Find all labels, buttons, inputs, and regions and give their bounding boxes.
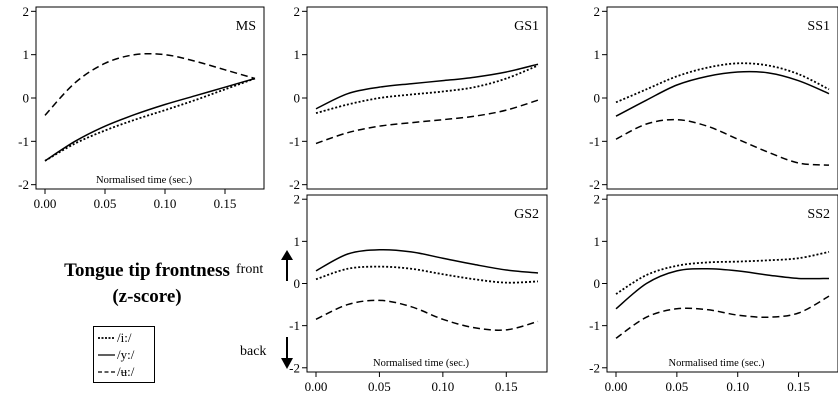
front-label: front bbox=[236, 262, 264, 277]
plot-frame bbox=[306, 6, 548, 190]
back-label: back bbox=[240, 344, 267, 359]
panel-label: SS2 bbox=[807, 207, 830, 222]
y-tick-label: 0 bbox=[294, 91, 301, 106]
legend-item-y: /y:/ bbox=[98, 347, 154, 363]
panel-gs2: -2 -1 0 1 2 0.00 0.05 0.10 0.15 GS2 Normalised tim… bbox=[289, 192, 548, 394]
series-line-solid bbox=[615, 70, 830, 117]
x-axis-label: Normalised time (sec.) bbox=[96, 175, 192, 186]
legend: /i:/ /y:/ /ʉ:/ bbox=[93, 326, 155, 383]
legend-label-u: /ʉ:/ bbox=[117, 364, 135, 379]
legend-item-i: /i:/ bbox=[98, 330, 154, 346]
panel-ss1: -2 -1 0 1 2 SS1 bbox=[589, 4, 838, 192]
plot-frame bbox=[35, 6, 265, 190]
y-tick-label: 1 bbox=[294, 47, 301, 62]
y-axis-title: Tongue tip frontness (z-score) bbox=[22, 258, 272, 310]
panel-ss2: -2 -1 0 1 2 0.00 0.05 0.10 0.15 SS2 Normalised tim… bbox=[589, 192, 838, 394]
y-tick-label: 2 bbox=[294, 192, 301, 207]
y-tick-label: 2 bbox=[594, 4, 601, 19]
x-tick-label: 0.05 bbox=[94, 196, 117, 211]
front-arrow-icon bbox=[281, 250, 293, 281]
x-tick-label: 0.05 bbox=[665, 379, 688, 394]
back-arrow-icon bbox=[281, 337, 293, 369]
y-tick-label: 0 bbox=[294, 276, 301, 291]
y-tick-label: 0 bbox=[594, 276, 601, 291]
y-tick-label: 0 bbox=[594, 91, 601, 106]
series-line-dashed bbox=[315, 99, 539, 145]
y-tick-label: -1 bbox=[589, 318, 600, 333]
plot-frame bbox=[606, 6, 838, 190]
x-tick-label: 0.15 bbox=[495, 379, 518, 394]
y-tick-label: 2 bbox=[23, 4, 30, 19]
panel-label: SS1 bbox=[807, 19, 830, 34]
x-tick-label: 0.10 bbox=[431, 379, 454, 394]
series-line-dashed bbox=[315, 299, 539, 331]
y-axis-title-line-2: (z-score) bbox=[112, 286, 182, 307]
series-line-dotted bbox=[615, 251, 830, 295]
y-tick-label: 1 bbox=[594, 47, 601, 62]
series-line-solid bbox=[615, 267, 830, 310]
y-axis-title-line-1: Tongue tip frontness bbox=[64, 260, 230, 281]
plot-frame bbox=[606, 194, 838, 373]
series-line-dotted bbox=[315, 265, 539, 284]
y-tick-label: 1 bbox=[594, 234, 601, 249]
x-tick-label: 0.00 bbox=[305, 379, 328, 394]
y-tick-label: -2 bbox=[289, 177, 300, 192]
series-line-solid bbox=[44, 77, 256, 162]
y-tick-label: 2 bbox=[594, 192, 601, 207]
x-tick-label: 0.15 bbox=[214, 196, 237, 211]
panel-gs1: -2 -1 0 1 2 GS1 bbox=[289, 4, 548, 192]
legend-swatch-dashed bbox=[98, 371, 115, 373]
x-tick-label: 0.15 bbox=[787, 379, 810, 394]
x-axis-label: Normalised time (sec.) bbox=[373, 358, 469, 369]
series-line-dashed bbox=[615, 295, 830, 339]
y-tick-label: 2 bbox=[294, 4, 301, 19]
y-tick-label: -2 bbox=[589, 360, 600, 375]
y-tick-label: 0 bbox=[23, 91, 30, 106]
series-line-dashed bbox=[615, 118, 830, 166]
y-tick-label: 1 bbox=[294, 234, 301, 249]
x-tick-label: 0.10 bbox=[154, 196, 177, 211]
legend-label-y: /y:/ bbox=[117, 347, 135, 362]
panel-ms: -2 -1 0 1 2 0.00 0.05 0.10 0.15 MS Normalised time… bbox=[18, 4, 265, 211]
plot-frame bbox=[306, 194, 548, 373]
y-tick-label: -2 bbox=[289, 360, 300, 375]
series-line-dashed bbox=[44, 52, 256, 116]
panel-label: GS2 bbox=[514, 207, 539, 222]
x-tick-label: 0.00 bbox=[605, 379, 628, 394]
legend-label-i: /i:/ bbox=[117, 330, 132, 345]
series-line-solid bbox=[315, 248, 539, 274]
y-tick-label: 1 bbox=[23, 47, 30, 62]
x-tick-label: 0.00 bbox=[34, 196, 57, 211]
y-tick-label: -1 bbox=[589, 134, 600, 149]
series-line-dotted bbox=[615, 62, 830, 104]
y-tick-label: -2 bbox=[589, 177, 600, 192]
panel-label: GS1 bbox=[514, 19, 539, 34]
x-tick-label: 0.05 bbox=[368, 379, 391, 394]
legend-item-u: /ʉ:/ bbox=[98, 364, 154, 380]
y-tick-label: -1 bbox=[289, 318, 300, 333]
series-line-solid bbox=[315, 63, 539, 110]
x-tick-label: 0.10 bbox=[726, 379, 749, 394]
x-axis-label: Normalised time (sec.) bbox=[669, 358, 765, 369]
panel-label: MS bbox=[236, 19, 256, 34]
series-line-dotted bbox=[315, 64, 539, 115]
legend-swatch-solid bbox=[98, 354, 115, 356]
y-tick-label: -1 bbox=[289, 134, 300, 149]
series-line-dotted bbox=[44, 77, 256, 162]
legend-swatch-dotted bbox=[98, 337, 115, 339]
y-tick-label: -1 bbox=[18, 134, 29, 149]
y-tick-label: -2 bbox=[18, 177, 29, 192]
